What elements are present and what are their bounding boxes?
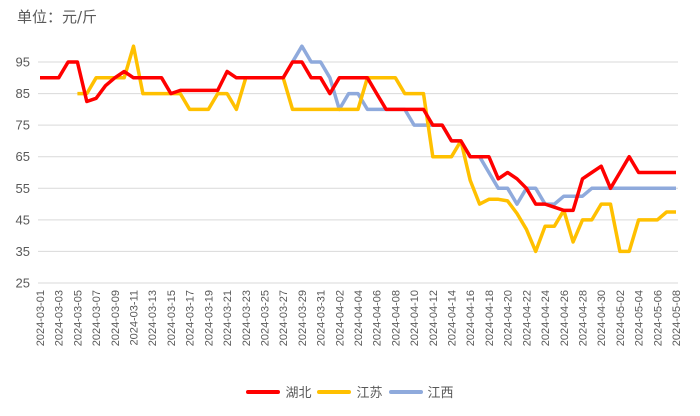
y-axis-labels: 25 35 45 55 65 75 85 95 bbox=[16, 55, 30, 291]
x-tick-label: 2024-04-16 bbox=[465, 290, 477, 346]
x-tick-label: 2024-04-08 bbox=[390, 290, 402, 346]
x-tick-label: 2024-04-06 bbox=[372, 290, 384, 346]
x-tick-label: 2024-03-07 bbox=[91, 290, 103, 346]
x-tick-label: 2024-05-06 bbox=[652, 290, 664, 346]
x-tick-label: 2024-05-04 bbox=[634, 290, 646, 346]
series-line bbox=[40, 60, 676, 213]
x-tick-label: 2024-03-25 bbox=[259, 290, 271, 346]
x-tick-label: 2024-04-12 bbox=[428, 290, 440, 346]
x-tick-label: 2024-05-08 bbox=[671, 290, 683, 346]
x-tick-label: 2024-05-02 bbox=[615, 290, 627, 346]
x-tick-label: 2024-04-18 bbox=[484, 290, 496, 346]
x-tick-label: 2024-03-09 bbox=[110, 290, 122, 346]
y-tick-label: 75 bbox=[16, 118, 30, 133]
x-tick-label: 2024-03-03 bbox=[54, 290, 66, 346]
x-tick-label: 2024-04-02 bbox=[334, 290, 346, 346]
x-tick-label: 2024-03-31 bbox=[316, 290, 328, 346]
x-tick-label: 2024-04-26 bbox=[559, 290, 571, 346]
x-tick-label: 2024-04-22 bbox=[521, 290, 533, 346]
y-tick-label: 65 bbox=[16, 149, 30, 164]
x-tick-label: 2024-03-11 bbox=[129, 290, 141, 345]
x-axis-labels: 2024-03-01 2024-03-03 2024-03-05 2024-03-07… bbox=[35, 290, 683, 346]
x-tick-label: 2024-04-24 bbox=[540, 290, 552, 346]
x-tick-label: 2024-03-19 bbox=[203, 290, 215, 346]
legend-item-hubei[interactable]: 湖北 bbox=[246, 382, 311, 401]
x-tick-label: 2024-03-13 bbox=[147, 290, 159, 346]
y-tick-label: 85 bbox=[16, 86, 30, 101]
legend-label: 江西 bbox=[427, 386, 454, 401]
y-tick-label: 35 bbox=[16, 244, 30, 259]
x-tick-label: 2024-04-04 bbox=[353, 290, 365, 346]
legend-swatch-icon bbox=[246, 389, 281, 394]
legend-label: 湖北 bbox=[285, 386, 312, 401]
y-tick-label: 95 bbox=[16, 55, 30, 70]
x-tick-label: 2024-03-23 bbox=[241, 290, 253, 346]
unit-label: 单位：元/斤 bbox=[17, 8, 98, 26]
y-tick-label: 25 bbox=[16, 276, 30, 291]
gridlines bbox=[38, 61, 678, 284]
x-tick-label: 2024-03-01 bbox=[35, 290, 47, 346]
series-line bbox=[77, 44, 676, 254]
x-tick-label: 2024-03-15 bbox=[166, 290, 178, 346]
x-tick-label: 2024-03-29 bbox=[297, 290, 309, 346]
x-tick-label: 2024-03-21 bbox=[222, 290, 234, 346]
x-tick-label: 2024-03-05 bbox=[72, 290, 84, 346]
y-tick-label: 55 bbox=[16, 181, 30, 196]
legend-label: 江苏 bbox=[356, 386, 383, 401]
legend-swatch-icon bbox=[317, 389, 352, 394]
y-tick-label: 45 bbox=[16, 212, 30, 227]
series-lines bbox=[40, 44, 676, 254]
x-tick-label: 2024-03-27 bbox=[278, 290, 290, 346]
legend-item-jiangsu[interactable]: 江苏 bbox=[317, 382, 383, 401]
x-tick-label: 2024-03-17 bbox=[185, 290, 197, 346]
x-tick-label: 2024-04-20 bbox=[503, 290, 515, 346]
legend-swatch-icon bbox=[388, 389, 423, 394]
x-tick-label: 2024-04-30 bbox=[596, 290, 608, 346]
x-tick-label: 2024-04-28 bbox=[577, 290, 589, 346]
legend: 湖北 江苏 江西 bbox=[0, 382, 700, 401]
x-tick-label: 2024-04-10 bbox=[409, 290, 421, 346]
x-tick-label: 2024-04-14 bbox=[447, 290, 459, 346]
legend-item-jiangxi[interactable]: 江西 bbox=[388, 382, 454, 401]
